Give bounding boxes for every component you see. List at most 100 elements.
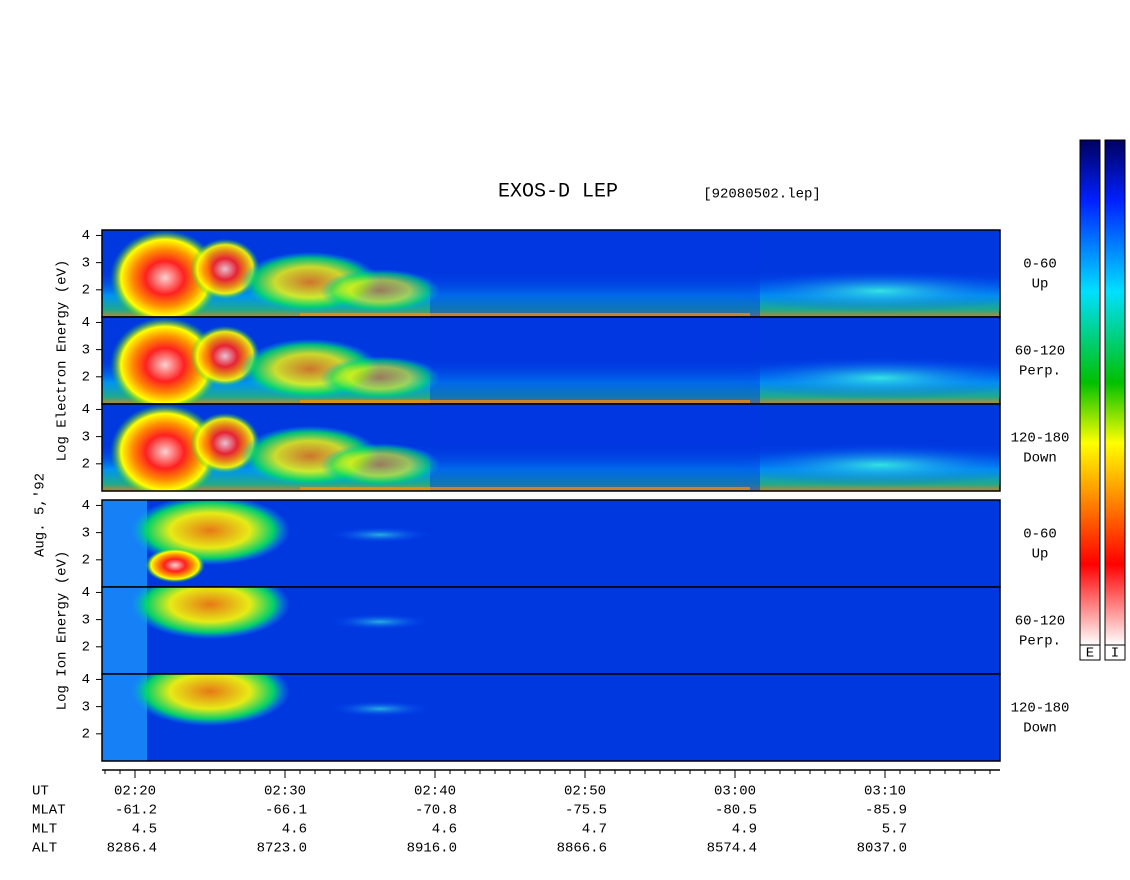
ephemeris-value: 02:50 [564,784,606,800]
spectrogram-panel [101,229,1001,318]
colorbar-label: I [1111,646,1119,662]
spectrogram-feature [130,587,290,640]
y-tick-label: 3 [82,525,90,541]
panel-label: 0-60 [1023,527,1057,543]
spectrogram-content [102,404,1000,491]
y-tick-label: 2 [82,370,90,386]
panel-frame [101,403,1001,492]
spectrogram-content [102,500,430,587]
colorbar [1104,139,1126,646]
spectrogram-feature [300,487,750,490]
colorbar [1079,139,1101,646]
colorbar-label-box [1079,644,1101,661]
spectrogram-feature [300,400,750,403]
panel-frame [101,673,1001,762]
colorbar-label-box [1104,644,1126,661]
chart-title: EXOS-D LEP [498,180,618,203]
ephemeris-value: 03:00 [714,784,756,800]
ephemeris-value: 4.6 [432,822,457,838]
y-tick-label: 3 [82,342,90,358]
date-label: Aug. 5,'92 [33,473,49,557]
y-tick-label: 3 [82,255,90,271]
panel-label: 60-120 [1015,344,1065,360]
ephemeris-label: ALT [32,841,57,857]
ephemeris-value: 8574.4 [707,841,757,857]
y-tick-label: 2 [82,553,90,569]
spectrogram-feature [320,269,440,313]
file-label: [92080502.lep] [703,187,821,203]
ephemeris-value: 8037.0 [857,841,907,857]
y-tick-label: 4 [82,228,90,244]
spectrogram-feature [330,526,430,543]
ephemeris-value: 8286.4 [107,841,157,857]
spectrogram-feature [330,700,430,717]
spectrogram-feature [110,230,220,317]
spectrogram-feature [330,613,430,630]
spectrogram-feature [130,674,290,727]
spectrogram-feature [430,404,760,491]
panel-label: 60-120 [1015,614,1065,630]
panel-label: 0-60 [1023,257,1057,273]
ephemeris-value: 8916.0 [407,841,457,857]
ephemeris-value: 03:10 [864,784,906,800]
y-tick-label: 3 [82,429,90,445]
panel-sublabel: Perp. [1019,634,1061,650]
panel-sublabel: Perp. [1019,364,1061,380]
panel-label: 120-180 [1011,701,1070,717]
spectrogram-feature [300,313,750,316]
ephemeris-label: MLAT [32,803,66,819]
spectrogram-feature [320,356,440,400]
ephemeris-value: 4.7 [582,822,607,838]
ephemeris-value: -80.5 [715,803,757,819]
ephemeris-value: -75.5 [565,803,607,819]
y-tick-label: 4 [82,498,90,514]
spectrogram-feature [730,356,1000,400]
spectrogram-content [102,587,430,674]
y-tick-label: 3 [82,612,90,628]
spectrogram-content [102,674,430,761]
spectrogram-feature [110,404,220,491]
spectrogram-panel [101,673,1001,762]
y-tick-label: 2 [82,457,90,473]
spectrogram-feature [730,269,1000,313]
panel-label: 120-180 [1011,431,1070,447]
ephemeris-value: -61.2 [115,803,157,819]
ephemeris-value: 4.6 [282,822,307,838]
colorbar-label: E [1086,646,1094,662]
panel-sublabel: Up [1032,277,1049,293]
panel-sublabel: Down [1023,721,1057,737]
spectrogram-content [102,317,1000,404]
panel-sublabel: Up [1032,547,1049,563]
ephemeris-value: 8723.0 [257,841,307,857]
y-tick-label: 4 [82,315,90,331]
y-tick-label: 4 [82,672,90,688]
spectrogram-feature [430,230,760,317]
spectrogram-panel [101,499,1001,588]
ephemeris-label: UT [32,784,49,800]
y-tick-label: 2 [82,727,90,743]
spectrogram-panel [101,586,1001,675]
spectrogram-feature [110,317,220,404]
y-tick-label: 2 [82,640,90,656]
ephemeris-value: 02:20 [114,784,156,800]
spectrogram-panel [101,316,1001,405]
ephemeris-value: -85.9 [865,803,907,819]
spectrogram-panel [101,403,1001,492]
ephemeris-value: 02:40 [414,784,456,800]
ephemeris-value: -66.1 [265,803,307,819]
y-tick-label: 4 [82,402,90,418]
panel-sublabel: Down [1023,451,1057,467]
spectrogram-feature [730,443,1000,487]
spectrogram-feature [430,317,760,404]
ephemeris-value: 4.9 [732,822,757,838]
spectrogram-feature [320,443,440,487]
y-tick-label: 2 [82,283,90,299]
y-axis-label: Log Electron Energy (eV) [55,260,71,462]
ephemeris-value: 5.7 [882,822,907,838]
spectrogram-feature [145,547,205,583]
y-tick-label: 3 [82,699,90,715]
y-axis-label: Log Ion Energy (eV) [55,551,71,711]
spectrogram-content [102,230,1000,317]
ephemeris-label: MLT [32,822,57,838]
ephemeris-value: -70.8 [415,803,457,819]
